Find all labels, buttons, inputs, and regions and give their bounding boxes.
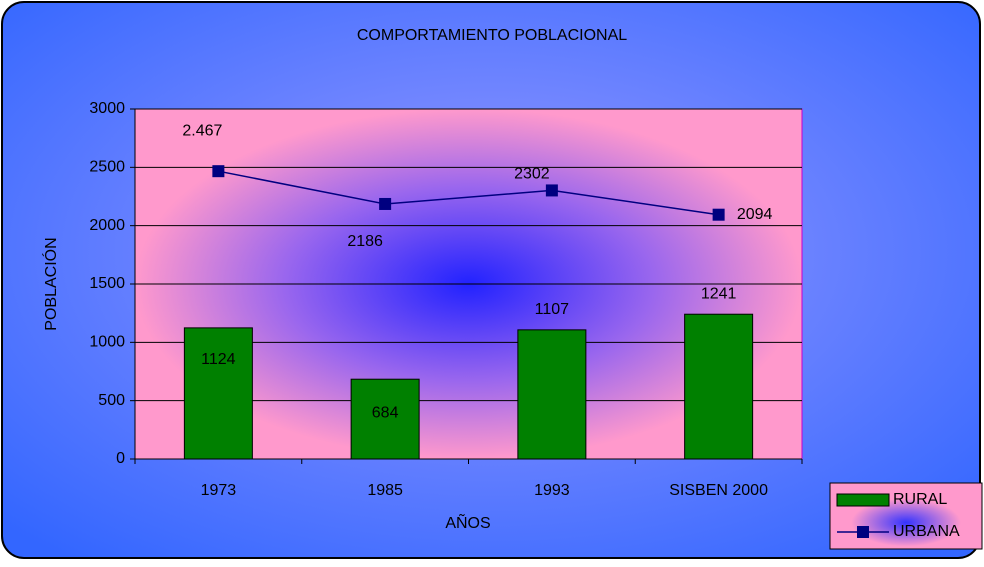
x-tick-label: SISBEN 2000 — [669, 482, 768, 499]
bar — [350, 378, 420, 460]
bar — [183, 327, 253, 460]
data-label: 684 — [372, 404, 399, 421]
y-tick-label: 2500 — [89, 159, 125, 176]
bar — [684, 313, 754, 460]
x-tick-label: 1993 — [534, 482, 570, 499]
data-label: 2186 — [347, 233, 383, 250]
legend — [829, 482, 983, 550]
x-tick-label: 1973 — [201, 482, 237, 499]
data-label: 2094 — [737, 206, 773, 223]
x-tick-label: 1985 — [367, 482, 403, 499]
data-label: 1107 — [535, 301, 570, 318]
legend-swatch — [836, 493, 890, 507]
line-marker — [545, 184, 558, 197]
data-label: 1124 — [201, 351, 236, 368]
y-tick-label: 1500 — [89, 275, 125, 292]
y-tick-label: 2000 — [89, 217, 125, 234]
bar — [517, 329, 587, 460]
legend-label: URBANA — [893, 523, 960, 540]
x-axis-label: AÑOS — [445, 512, 490, 532]
y-tick-label: 1000 — [89, 334, 125, 351]
y-tick-label: 0 — [116, 450, 125, 467]
line-marker — [712, 208, 725, 221]
line-marker — [379, 197, 392, 210]
legend-label: RURAL — [893, 491, 947, 508]
data-label: 2.467 — [182, 122, 222, 139]
line-marker — [212, 165, 225, 178]
chart-title: COMPORTAMIENTO POBLACIONAL — [357, 27, 627, 44]
line — [218, 170, 719, 216]
data-label: 1241 — [701, 285, 737, 302]
y-tick-label: 500 — [98, 392, 125, 409]
data-label: 2302 — [514, 166, 550, 183]
legend-swatch — [857, 526, 869, 538]
y-tick-label: 3000 — [89, 100, 125, 117]
y-axis-label: POBLACIÓN — [41, 237, 60, 330]
